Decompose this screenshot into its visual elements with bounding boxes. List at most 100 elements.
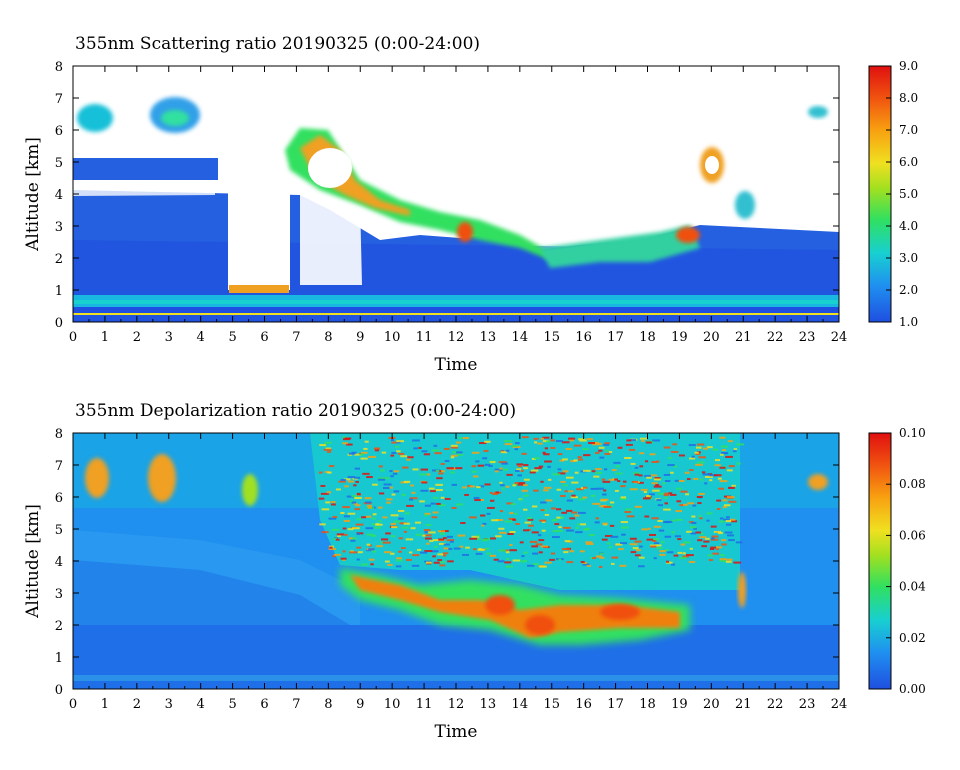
x-tick-label: 13: [480, 697, 497, 712]
x-tick-label: 8: [324, 697, 332, 712]
y-tick-label: 7: [55, 459, 63, 474]
x-tick-label: 6: [260, 330, 268, 345]
y-tick-label: 8: [55, 60, 63, 75]
heatmap-scattering: [73, 66, 839, 322]
y-tick-label: 5: [55, 156, 63, 171]
x-tick-label: 18: [639, 330, 656, 345]
y-tick-label: 7: [55, 92, 63, 107]
x-tick-label: 19: [671, 697, 688, 712]
x-tick-label: 21: [735, 697, 752, 712]
x-tick-label: 2: [133, 697, 141, 712]
x-tick-label: 9: [356, 330, 364, 345]
x-tick-label: 12: [448, 697, 465, 712]
colorbar-tick-label: 8.0: [899, 91, 918, 105]
colorbar-tick-label: 0.06: [899, 528, 926, 542]
y-tick-label: 5: [55, 523, 63, 538]
x-tick-label: 7: [292, 330, 300, 345]
colorbar-tick-label: 0.04: [899, 580, 926, 594]
x-tick-label: 16: [575, 330, 592, 345]
x-tick-label: 9: [356, 697, 364, 712]
x-tick-label: 4: [197, 697, 205, 712]
heatmap-depolarization: [73, 433, 839, 689]
panel-depolarization: 355nm Depolarization ratio 20190325 (0:0…: [23, 401, 926, 742]
y-tick-label: 3: [55, 587, 63, 602]
x-tick-label: 23: [799, 697, 816, 712]
x-tick-label: 10: [384, 330, 401, 345]
x-tick-label: 24: [831, 330, 848, 345]
x-tick-label: 11: [416, 330, 433, 345]
colorbar-tick-label: 4.0: [899, 219, 918, 233]
x-tick-label: 7: [292, 697, 300, 712]
x-ticks: 0 1 2 3 4 5 6 7 8 9 10 11 12 13 14 15 16 17 18 19 20 21 22 23 24: [69, 66, 847, 345]
y-ticks: 0 1 2 3 4 5 6 7 8: [55, 427, 839, 698]
x-tick-label: 23: [799, 330, 816, 345]
colorbar-tick-label: 0.10: [899, 426, 926, 440]
chart-title: 355nm Scattering ratio 20190325 (0:00-24…: [75, 34, 480, 54]
colorbar-tick-label: 6.0: [899, 155, 918, 169]
y-tick-label: 6: [55, 491, 63, 506]
y-axis-label: Altitude [km]: [23, 504, 43, 619]
x-tick-label: 3: [165, 697, 173, 712]
panel-scattering: 355nm Scattering ratio 20190325 (0:00-24…: [23, 34, 918, 375]
x-tick-label: 4: [197, 330, 205, 345]
y-tick-label: 2: [55, 619, 63, 634]
colorbar-tick-label: 5.0: [899, 187, 918, 201]
x-tick-label: 18: [639, 697, 656, 712]
colorbar-tick-label: 0.02: [899, 631, 926, 645]
x-tick-label: 10: [384, 697, 401, 712]
x-tick-label: 1: [101, 330, 109, 345]
chart-title: 355nm Depolarization ratio 20190325 (0:0…: [75, 401, 516, 421]
x-tick-label: 1: [101, 697, 109, 712]
noise-speckle: [318, 436, 745, 568]
x-tick-label: 20: [703, 697, 720, 712]
colorbar-tick-label: 0.00: [899, 682, 926, 696]
x-tick-label: 17: [607, 697, 624, 712]
colorbar-tick-label: 1.0: [899, 315, 918, 329]
x-tick-label: 22: [767, 330, 784, 345]
x-axis-label: Time: [435, 722, 478, 742]
colorbar-tick-label: 7.0: [899, 123, 918, 137]
x-tick-label: 15: [543, 697, 560, 712]
x-tick-label: 14: [512, 330, 529, 345]
x-tick-label: 0: [69, 697, 77, 712]
x-ticks: 0 1 2 3 4 5 6 7 8 9 10 11 12 13 14 15 16 17 18 19 20 21 22 23 24: [69, 433, 847, 712]
y-tick-label: 0: [55, 316, 63, 331]
x-tick-label: 5: [228, 330, 236, 345]
x-tick-label: 17: [607, 330, 624, 345]
x-tick-label: 0: [69, 330, 77, 345]
y-tick-label: 8: [55, 427, 63, 442]
y-tick-label: 2: [55, 252, 63, 267]
x-tick-label: 5: [228, 697, 236, 712]
x-tick-label: 11: [416, 697, 433, 712]
colorbar-tick-label: 0.08: [899, 477, 926, 491]
x-tick-label: 16: [575, 697, 592, 712]
x-tick-label: 15: [543, 330, 560, 345]
x-tick-label: 3: [165, 330, 173, 345]
x-tick-label: 8: [324, 330, 332, 345]
y-tick-label: 3: [55, 220, 63, 235]
x-tick-label: 22: [767, 697, 784, 712]
colorbar-tick-label: 2.0: [899, 283, 918, 297]
x-tick-label: 13: [480, 330, 497, 345]
x-tick-label: 19: [671, 330, 688, 345]
y-ticks: 0 1 2 3 4 5 6 7 8: [55, 60, 839, 331]
colorbar-tick-label: 3.0: [899, 251, 918, 265]
y-tick-label: 6: [55, 124, 63, 139]
y-tick-label: 1: [55, 284, 63, 299]
y-tick-label: 0: [55, 683, 63, 698]
colorbar-tick-label: 9.0: [899, 59, 918, 73]
x-tick-label: 6: [260, 697, 268, 712]
y-tick-label: 4: [55, 188, 63, 203]
x-tick-label: 12: [448, 330, 465, 345]
colorbar-ticks: 1.0 2.0 3.0 4.0 5.0 6.0 7.0 8.0 9.0: [886, 59, 918, 329]
x-tick-label: 24: [831, 697, 848, 712]
x-tick-label: 14: [512, 697, 529, 712]
x-tick-label: 21: [735, 330, 752, 345]
y-axis-label: Altitude [km]: [23, 137, 43, 252]
x-tick-label: 2: [133, 330, 141, 345]
y-tick-label: 4: [55, 555, 63, 570]
y-tick-label: 1: [55, 651, 63, 666]
x-tick-label: 20: [703, 330, 720, 345]
x-axis-label: Time: [435, 355, 478, 375]
